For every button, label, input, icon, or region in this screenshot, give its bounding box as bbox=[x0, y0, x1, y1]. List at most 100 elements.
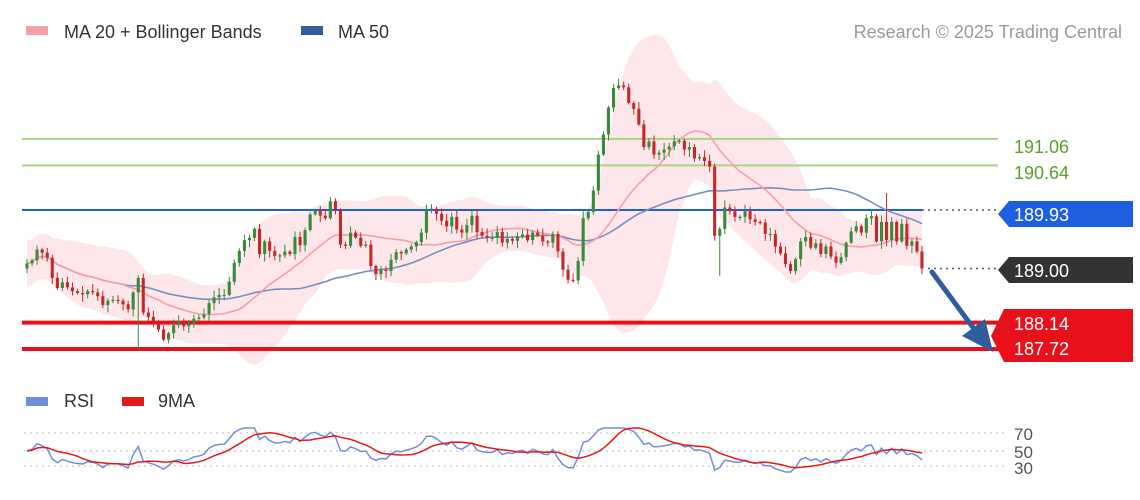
candle-body bbox=[374, 266, 378, 275]
candle-body bbox=[703, 157, 707, 161]
candle-body bbox=[596, 154, 600, 191]
candle-body bbox=[601, 134, 605, 155]
candle-body bbox=[222, 294, 226, 297]
candle-body bbox=[581, 218, 585, 261]
candle-body bbox=[445, 220, 449, 227]
candle-body bbox=[455, 216, 459, 230]
candle-body bbox=[207, 303, 211, 315]
candle-body bbox=[91, 291, 95, 293]
ma20-line bbox=[26, 130, 923, 316]
candle-body bbox=[333, 201, 337, 210]
candle-body bbox=[844, 242, 848, 258]
candle-body bbox=[414, 242, 418, 247]
candle-body bbox=[783, 253, 787, 265]
legend-swatch-9ma bbox=[122, 397, 144, 406]
candle-body bbox=[106, 300, 110, 305]
candle-body bbox=[253, 228, 257, 238]
candle-body bbox=[369, 244, 373, 266]
candle-body bbox=[430, 208, 434, 210]
candle-body bbox=[667, 146, 671, 150]
candle-body bbox=[111, 299, 115, 302]
candle-body bbox=[273, 250, 277, 256]
candle-body bbox=[40, 249, 44, 253]
candle-body bbox=[202, 314, 206, 318]
candle-body bbox=[794, 259, 798, 272]
candle-body bbox=[804, 237, 808, 242]
candle-body bbox=[151, 316, 155, 322]
candle-body bbox=[642, 124, 646, 147]
candle-body bbox=[349, 232, 353, 246]
candle-body bbox=[303, 230, 307, 246]
candle-body bbox=[758, 221, 762, 224]
candle-body bbox=[591, 190, 595, 212]
candle-body bbox=[263, 241, 267, 254]
candle-body bbox=[606, 107, 610, 135]
candle-body bbox=[328, 201, 332, 219]
candle-body bbox=[566, 269, 570, 280]
candle-body bbox=[778, 246, 782, 254]
candle-body bbox=[854, 226, 858, 232]
level-labels: 191.06 190.64 189.93 189.00 188.14 187.7… bbox=[991, 137, 1133, 362]
candle-body bbox=[86, 291, 90, 295]
candle-body bbox=[450, 216, 454, 227]
support-1-label: 188.14 bbox=[1014, 314, 1069, 334]
candle-body bbox=[136, 277, 140, 293]
candle-body bbox=[485, 235, 489, 238]
candle-body bbox=[60, 282, 64, 288]
legend-rsi: RSI 9MA bbox=[26, 391, 195, 411]
candle-body bbox=[652, 141, 656, 155]
candle-body bbox=[576, 260, 580, 281]
candle-body bbox=[617, 85, 621, 88]
candle-body bbox=[278, 255, 282, 257]
copyright-text: Research © 2025 Trading Central bbox=[854, 22, 1122, 42]
candle-body bbox=[733, 211, 737, 217]
candle-body bbox=[859, 226, 863, 233]
candle-body bbox=[687, 147, 691, 150]
resistance-1-label: 190.64 bbox=[1014, 163, 1069, 183]
candle-body bbox=[465, 225, 469, 233]
legend-label-9ma: 9MA bbox=[158, 391, 195, 411]
support-2-label: 187.72 bbox=[1014, 339, 1069, 359]
candle-body bbox=[156, 322, 160, 330]
candle-body bbox=[177, 322, 181, 326]
candle-body bbox=[849, 231, 853, 243]
candle-body bbox=[692, 147, 696, 159]
candle-body bbox=[920, 251, 924, 269]
candle-body bbox=[460, 229, 464, 233]
candle-body bbox=[258, 228, 262, 255]
candle-body bbox=[182, 322, 186, 327]
candle-body bbox=[323, 215, 327, 219]
candle-body bbox=[526, 234, 530, 241]
candle-body bbox=[70, 287, 74, 292]
candle-body bbox=[232, 262, 236, 282]
candle-body bbox=[212, 297, 216, 304]
candle-body bbox=[470, 215, 474, 226]
candle-body bbox=[728, 207, 732, 212]
candle-body bbox=[399, 252, 403, 254]
candle-body bbox=[338, 210, 342, 245]
pivot-tag-label: 189.93 bbox=[1014, 205, 1069, 225]
candle-body bbox=[627, 87, 631, 103]
candle-body bbox=[50, 257, 54, 278]
candle-body bbox=[622, 85, 626, 88]
candle-body bbox=[217, 294, 221, 298]
legend-label-ma20: MA 20 + Bollinger Bands bbox=[64, 22, 262, 42]
candle-body bbox=[379, 269, 383, 275]
candle-body bbox=[834, 256, 838, 263]
candle-body bbox=[192, 318, 196, 324]
legend-swatch-ma20 bbox=[26, 26, 48, 35]
candle-body bbox=[536, 232, 540, 236]
candle-body bbox=[162, 329, 166, 340]
candle-body bbox=[708, 160, 712, 167]
candle-body bbox=[359, 237, 363, 246]
ma50-line bbox=[26, 186, 923, 301]
candle-body bbox=[763, 222, 767, 234]
candle-body bbox=[126, 304, 130, 310]
support-tag bbox=[991, 309, 1133, 362]
rsi-line bbox=[26, 427, 923, 473]
rsi-panel: 70 50 30 bbox=[24, 425, 1033, 478]
candle-body bbox=[65, 282, 69, 288]
candle-body bbox=[637, 108, 641, 125]
candle-body bbox=[197, 317, 201, 319]
last-price-tag-label: 189.00 bbox=[1014, 261, 1069, 281]
